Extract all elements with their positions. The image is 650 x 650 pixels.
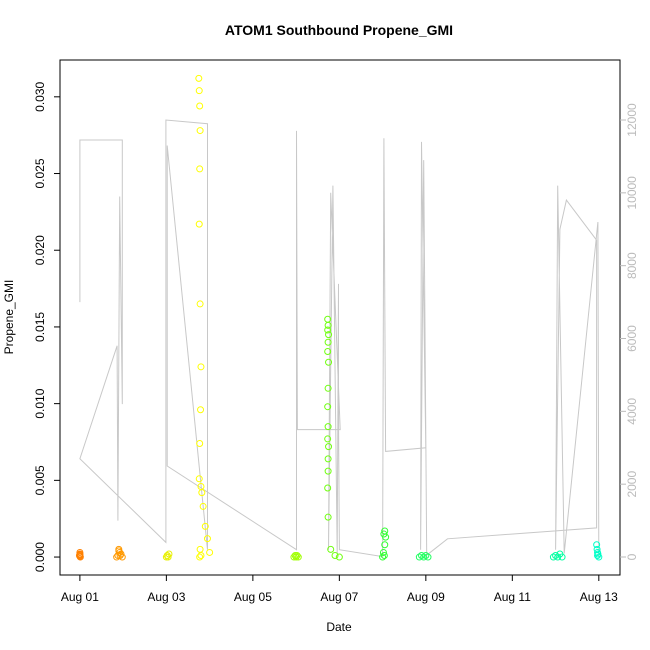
point: [422, 552, 430, 560]
point: [115, 547, 123, 555]
point: [201, 522, 209, 530]
point: [196, 553, 204, 561]
y-tick-label: 0.020: [33, 235, 47, 265]
y-axis-label: Propene_GMI: [2, 280, 16, 355]
point: [325, 331, 333, 339]
y-tick-label: 0.010: [33, 388, 47, 418]
point: [380, 552, 388, 560]
point: [331, 552, 339, 560]
point: [335, 553, 343, 561]
point: [595, 553, 603, 561]
point: [381, 527, 389, 535]
point: [196, 127, 204, 135]
y2-tick-label: 12000: [625, 103, 639, 137]
y2-line: [79, 119, 600, 558]
point: [199, 502, 207, 510]
point: [324, 484, 332, 492]
point: [324, 338, 332, 346]
point: [118, 553, 126, 561]
point: [116, 552, 124, 560]
point: [324, 403, 332, 411]
y-tick-label: 0.005: [33, 465, 47, 495]
point: [324, 513, 332, 521]
y-tick-label: 0.000: [33, 542, 47, 572]
point: [195, 74, 203, 82]
point: [197, 406, 205, 414]
point: [293, 552, 301, 560]
point: [325, 358, 333, 366]
x-tick-label: Aug 11: [494, 590, 531, 604]
point: [324, 384, 332, 392]
point: [324, 455, 332, 463]
x-tick-label: Aug 13: [580, 590, 618, 604]
y2-tick-label: 2000: [625, 471, 639, 498]
x-tick-label: Aug 01: [61, 590, 99, 604]
y2-tick-label: 6000: [625, 325, 639, 352]
point: [195, 475, 203, 483]
point: [379, 548, 387, 556]
point: [324, 435, 332, 443]
x-tick-label: Aug 05: [234, 590, 272, 604]
point: [195, 87, 203, 95]
chart-title: ATOM1 Southbound Propene_GMI: [225, 22, 453, 38]
y-tick-label: 0.030: [33, 81, 47, 111]
point: [164, 553, 172, 561]
point: [552, 552, 560, 560]
point: [324, 321, 332, 329]
point: [163, 552, 171, 560]
y-tick-label: 0.015: [33, 312, 47, 342]
point: [593, 541, 601, 549]
y-tick-label: 0.025: [33, 158, 47, 188]
point: [195, 220, 203, 228]
x-tick-label: Aug 09: [407, 590, 445, 604]
point: [203, 535, 211, 543]
y2-tick-label: 10000: [625, 176, 639, 210]
point: [196, 165, 204, 173]
point: [324, 347, 332, 355]
point: [379, 553, 387, 561]
point: [558, 553, 566, 561]
point: [325, 443, 333, 451]
point: [196, 102, 204, 110]
point: [198, 489, 206, 497]
x-tick-label: Aug 07: [320, 590, 358, 604]
point: [424, 553, 432, 561]
point: [196, 545, 204, 553]
point: [324, 423, 332, 431]
point: [76, 552, 84, 560]
point: [165, 550, 173, 558]
y2-tick-label: 0: [625, 553, 639, 560]
x-axis-label: Date: [326, 620, 352, 634]
point: [196, 300, 204, 308]
y2-tick-label: 8000: [625, 252, 639, 279]
point: [197, 363, 205, 371]
point: [594, 552, 602, 560]
point: [549, 553, 557, 561]
point: [76, 548, 84, 556]
point: [418, 552, 426, 560]
y2-tick-label: 4000: [625, 398, 639, 425]
point: [415, 553, 423, 561]
point: [420, 553, 428, 561]
plot-frame: [59, 59, 621, 576]
point: [294, 553, 302, 561]
point: [206, 548, 214, 556]
x-tick-label: Aug 03: [147, 590, 185, 604]
point: [292, 553, 300, 561]
point: [324, 467, 332, 475]
point: [327, 545, 335, 553]
point: [380, 530, 388, 538]
point: [324, 326, 332, 334]
point: [381, 541, 389, 549]
point: [196, 440, 204, 448]
